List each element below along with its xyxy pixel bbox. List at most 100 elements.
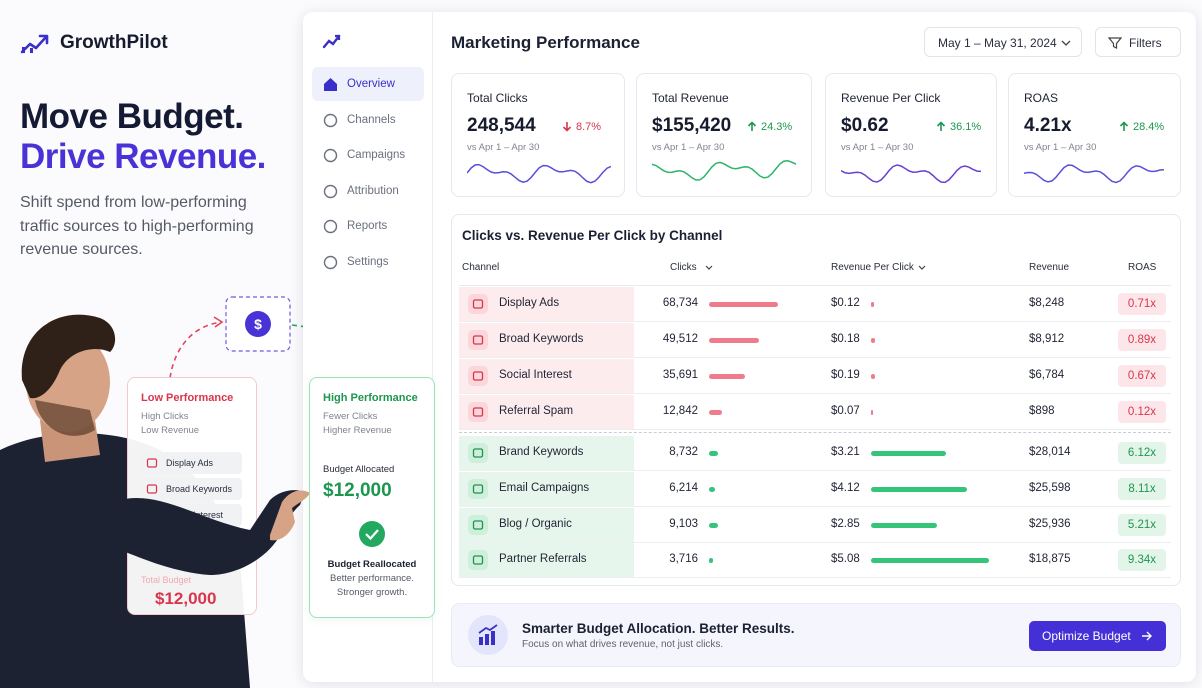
row-divider <box>459 506 1171 507</box>
nav-label: Channels <box>347 113 396 126</box>
roas: 0.12x <box>1127 406 1157 418</box>
change-arrow <box>747 121 757 131</box>
kpi-label: Revenue Per Click <box>841 91 941 105</box>
row-divider <box>459 429 1171 430</box>
headline: Drive Revenue. <box>20 137 266 176</box>
nav-item[interactable]: Attribution <box>312 174 424 208</box>
nav-label: Campaigns <box>347 149 406 161</box>
sparkline <box>1024 164 1165 184</box>
date-range: May 1 – May 31, 2024 <box>938 36 1057 50</box>
revenue: $6,784 <box>1029 369 1065 381</box>
rpc-bar <box>871 522 938 528</box>
kpi-value: 4.21x <box>1024 115 1072 136</box>
nav-label: Attribution <box>347 184 399 197</box>
nav-item[interactable]: Campaigns <box>312 138 424 172</box>
banner-icon <box>468 615 508 655</box>
table-title: Clicks vs. Revenue Per Click by Channel <box>462 228 723 243</box>
button-arrow <box>1142 631 1152 641</box>
change-arrow <box>562 122 572 132</box>
revenue: $25,936 <box>1029 518 1071 530</box>
channel-icon <box>468 479 488 499</box>
roas-badge: 8.11x <box>1118 478 1166 500</box>
clicks: 3,716 <box>669 553 698 565</box>
revenue: $28,014 <box>1029 446 1071 458</box>
column-header[interactable]: Clicks <box>670 262 697 273</box>
channel-icon <box>468 443 488 463</box>
sidebar-divider <box>432 12 433 682</box>
kpi-compare: vs Apr 1 – Apr 30 <box>841 142 914 153</box>
channel-icon <box>468 294 488 314</box>
kpi-value: $155,420 <box>652 115 732 136</box>
column-header: Channel <box>462 262 500 273</box>
clicks-bar <box>709 373 745 379</box>
card-title: High Performance <box>323 392 418 404</box>
kpi-label: Total Revenue <box>652 91 729 105</box>
card-title: Low Performance <box>141 392 234 404</box>
revenue-per-click: $4.12 <box>831 482 860 494</box>
banner-subtitle: Focus on what drives revenue, not just c… <box>522 639 724 650</box>
clicks-bar <box>709 337 759 343</box>
channel-cell <box>459 472 634 506</box>
kpi-value: 248,544 <box>467 115 536 136</box>
roas-badge: 5.21x <box>1118 514 1166 536</box>
filters-button[interactable]: Filters <box>1095 27 1181 57</box>
rpc-bar <box>871 373 876 379</box>
roas: 0.67x <box>1127 370 1157 382</box>
roas-badge: 6.12x <box>1118 442 1166 464</box>
roas: 0.71x <box>1127 298 1157 310</box>
chip-label: Broad Keywords <box>166 484 233 494</box>
kpi-card: Total Revenue $155,420 24.3% vs Apr 1 – Apr… <box>636 73 812 197</box>
channel-cell <box>459 323 634 357</box>
clicks: 8,732 <box>669 446 698 458</box>
nav-item[interactable]: Channels <box>312 103 424 137</box>
brand-name: GrowthPilot <box>60 32 168 53</box>
chip-label: Display Ads <box>166 458 214 468</box>
kpi-label: Total Clicks <box>467 91 528 105</box>
clicks: 12,842 <box>662 405 698 417</box>
kpi-card: Revenue Per Click $0.62 36.1% vs Apr 1 – Ap… <box>825 73 997 197</box>
roas-badge: 9.34x <box>1118 549 1166 571</box>
sparkline <box>841 164 982 184</box>
date-range-button[interactable]: May 1 – May 31, 2024 <box>924 27 1082 57</box>
channel-chip: Broad Keywords <box>141 478 242 500</box>
clicks-bar <box>709 557 713 563</box>
nav-icon <box>323 184 338 198</box>
row-divider <box>459 357 1171 358</box>
nav-item[interactable]: Overview <box>312 67 424 101</box>
kpi-compare: vs Apr 1 – Apr 30 <box>652 142 725 153</box>
clicks-bar <box>709 486 716 492</box>
nav-item[interactable]: Reports <box>312 209 424 243</box>
channel-cell <box>459 508 634 542</box>
rpc-bar <box>871 486 967 492</box>
column-header[interactable]: Revenue Per Click <box>831 262 914 273</box>
rpc-bar <box>871 450 946 456</box>
nav-item[interactable]: Settings <box>312 245 424 279</box>
optimize-button[interactable]: Optimize Budget <box>1029 621 1166 651</box>
sparkline <box>467 163 611 184</box>
nav-icon <box>323 219 338 234</box>
icon-glyph <box>472 520 484 530</box>
svg-text:$: $ <box>254 316 262 332</box>
group-separator <box>459 432 1171 433</box>
banner: Smarter Budget Allocation. Better Result… <box>451 603 1181 667</box>
nav-icon <box>323 148 338 163</box>
chip-icon <box>146 484 158 494</box>
chevron <box>1061 40 1071 46</box>
clicks: 9,103 <box>669 518 698 530</box>
channel-icon <box>468 515 488 535</box>
channel-cell <box>459 287 634 321</box>
revenue-per-click: $0.12 <box>831 297 860 309</box>
kpi-change: 28.4% <box>1133 121 1165 133</box>
budget-label: Total Budget <box>141 575 192 585</box>
channel-cell <box>459 395 634 429</box>
sidebar-logo <box>322 34 341 49</box>
clicks-bar <box>709 301 778 307</box>
revenue-per-click: $0.18 <box>831 333 860 345</box>
clicks: 6,214 <box>669 482 698 494</box>
page-title: Marketing Performance <box>451 33 640 52</box>
revenue: $898 <box>1029 405 1055 417</box>
channel-icon <box>468 550 488 570</box>
revenue-per-click: $0.19 <box>831 369 860 381</box>
icon-glyph <box>472 484 484 494</box>
channel-name: Blog / Organic <box>499 518 572 530</box>
